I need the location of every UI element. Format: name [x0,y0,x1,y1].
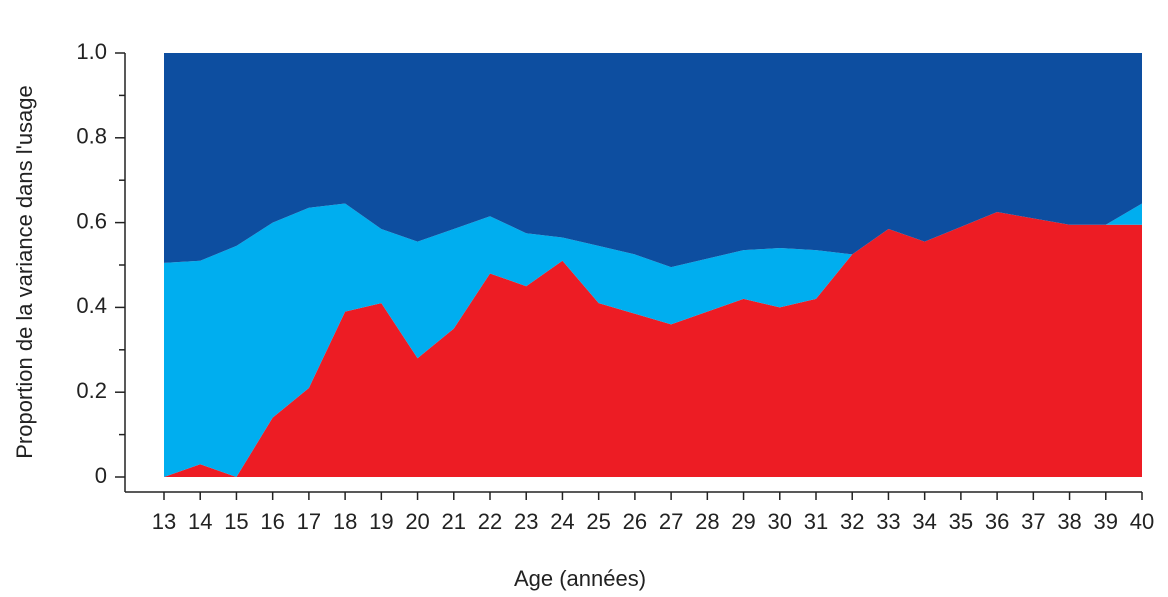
x-tick-label: 34 [912,509,936,534]
x-tick-label: 35 [949,509,973,534]
x-tick-label: 28 [695,509,719,534]
area [164,212,1142,477]
x-tick-label: 25 [586,509,610,534]
y-tick-label: 0.4 [76,293,107,318]
x-tick-label: 21 [442,509,466,534]
x-tick-label: 32 [840,509,864,534]
x-tick-label: 40 [1130,509,1154,534]
x-tick-label: 24 [550,509,574,534]
x-axis-label: Age (années) [514,566,646,591]
x-tick-label: 26 [623,509,647,534]
area [164,203,1142,477]
y-tick-label: 0.8 [76,124,107,149]
x-tick-label: 15 [224,509,248,534]
x-tick-label: 27 [659,509,683,534]
area [164,53,1142,268]
x-tick-label: 37 [1021,509,1045,534]
x-tick-label: 38 [1057,509,1081,534]
x-tick-label: 13 [152,509,176,534]
x-tick-label: 33 [876,509,900,534]
x-tick-label: 39 [1094,509,1118,534]
x-tick-label: 17 [297,509,321,534]
x-tick-label: 18 [333,509,357,534]
x-tick-label: 30 [768,509,792,534]
y-tick-label: 0.2 [76,378,107,403]
x-tick-label: 29 [731,509,755,534]
x-tick-label: 31 [804,509,828,534]
y-tick-label: 0 [95,463,107,488]
y-tick-label: 0.6 [76,208,107,233]
x-tick-label: 20 [405,509,429,534]
x-tick-label: 22 [478,509,502,534]
x-tick-label: 19 [369,509,393,534]
x-tick-label: 16 [260,509,284,534]
x-tick-label: 36 [985,509,1009,534]
y-tick-label: 1.0 [76,39,107,64]
x-tick-label: 14 [188,509,212,534]
y-axis-label: Proportion de la variance dans l'usage [12,85,37,459]
x-tick-label: 23 [514,509,538,534]
